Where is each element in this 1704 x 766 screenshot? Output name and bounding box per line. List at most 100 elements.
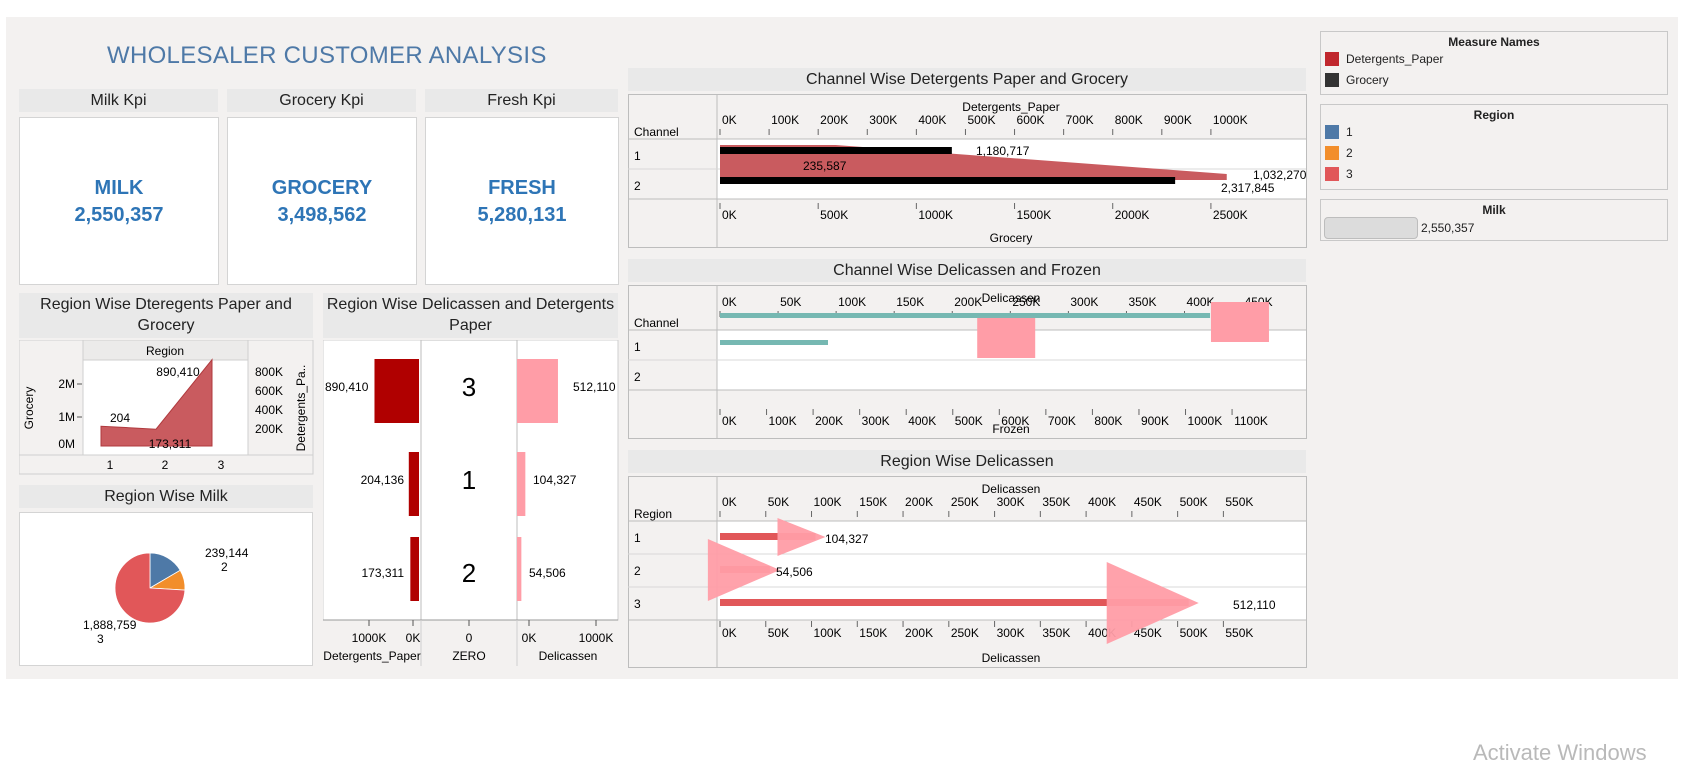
region-row-header: Region <box>634 507 672 521</box>
region-dp-grocery-areas <box>100 358 213 447</box>
row-region-3: 3 <box>462 372 476 402</box>
region-row-3: 3 <box>634 597 641 611</box>
y2-tick-200k: 200K <box>255 422 283 436</box>
rd-axis-ticks: 0K 50K 100K 150K 200K 250K 300K 350K 400K 450K 500… <box>719 495 1253 640</box>
cdf-bottom-axis-label: Frozen <box>992 422 1029 436</box>
detergents-axis-label: Detergents_Pa.. <box>294 365 308 452</box>
cdg-axis-ticks: 0K 100K 200K 300K 400K 500K 600K 700K 800K 900K 10… <box>719 113 1248 222</box>
rd-top-axis-label: Delicassen <box>982 482 1041 496</box>
grocery-kpi-card[interactable]: GROCERY 3,498,562 <box>227 117 417 285</box>
channel-dp-grocery-header: Channel Wise Detergents Paper and Grocer… <box>628 68 1306 91</box>
legend-label-region-2: 2 <box>1346 146 1353 160</box>
dp-label-region2: 173,311 <box>149 437 192 451</box>
region-dp-grocery-chart[interactable]: Region Grocery Detergents_Pa.. 2M 1M 0M … <box>19 340 314 475</box>
cdg-bottom-tick-label: 500K <box>820 208 848 222</box>
dashboard-title: WHOLESALER CUSTOMER ANALYSIS <box>107 42 547 69</box>
milk-size-swatch <box>1324 217 1418 239</box>
rd-bars <box>707 518 1199 644</box>
row-region-2: 2 <box>462 558 476 588</box>
rd-bottom-tick-label: 150K <box>859 626 887 640</box>
rd-top-tick-label: 350K <box>1042 495 1070 509</box>
rd-bottom-tick-label: 350K <box>1042 626 1070 640</box>
grocery-kpi-name: GROCERY <box>271 177 373 199</box>
dp-label-region1: 204 <box>110 411 130 425</box>
pie-slices <box>114 552 186 624</box>
dp-bar-region-1 <box>408 452 419 516</box>
legend-label-region-3: 3 <box>1346 167 1353 181</box>
cdg-bottom-tick-label: 2500K <box>1213 208 1248 222</box>
cdg-top-tick-label: 800K <box>1115 113 1143 127</box>
legend-item-detergents-paper[interactable]: Detergents_Paper <box>1325 52 1443 66</box>
legend-item-region-3[interactable]: 3 <box>1325 167 1353 181</box>
region-2-swatch <box>1325 146 1339 160</box>
deli-bar-overlay-channel-2 <box>720 340 828 345</box>
milk-size-legend[interactable]: Milk 2,550,357 <box>1320 199 1668 241</box>
dp-bar-region-3 <box>374 359 419 423</box>
region-deli-chart[interactable]: Region 1 2 3 Delicassen Delicassen 0K 50K… <box>628 476 1308 669</box>
deli-marker-region-3 <box>1106 562 1199 644</box>
rd-bottom-tick-label: 200K <box>905 626 933 640</box>
cdg-bottom-tick-label: 2000K <box>1115 208 1150 222</box>
deli-label-region3: 512,110 <box>1233 598 1276 612</box>
x-tick-region-2: 2 <box>162 458 169 472</box>
region-legend[interactable]: Region 1 2 3 <box>1320 104 1668 190</box>
y2-tick-800k: 800K <box>255 365 283 379</box>
cdg-top-tick-label: 700K <box>1066 113 1094 127</box>
deli-value-region1: 104,327 <box>533 473 577 487</box>
legend-item-grocery[interactable]: Grocery <box>1325 73 1389 87</box>
rd-top-tick-label: 50K <box>768 495 789 509</box>
cdg-top-tick-label: 900K <box>1164 113 1192 127</box>
legend-label-region-1: 1 <box>1346 125 1353 139</box>
cdf-bottom-tick-label: 500K <box>955 414 983 428</box>
cdf-bottom-tick-label: 600K <box>1001 414 1029 428</box>
channel-row-2: 2 <box>634 370 641 384</box>
measure-names-legend[interactable]: Measure Names Detergents_Paper Grocery <box>1320 31 1668 95</box>
zero-axis-tick: 0 <box>466 631 473 645</box>
deli-bar-region-1 <box>517 452 526 516</box>
region-milk-header: Region Wise Milk <box>19 485 313 508</box>
region-row-2: 2 <box>634 564 641 578</box>
grocery-kpi-value: 3,498,562 <box>277 204 367 226</box>
cdg-top-tick-label: 600K <box>1017 113 1045 127</box>
cdg-top-tick-label: 400K <box>918 113 946 127</box>
legend-item-region-1[interactable]: 1 <box>1325 125 1353 139</box>
channel-row-2: 2 <box>634 179 641 193</box>
dp-label-region3: 890,410 <box>156 365 200 379</box>
row-region-1: 1 <box>462 465 476 495</box>
cdg-top-tick-label: 0K <box>722 113 737 127</box>
cdg-bottom-axis-label: Grocery <box>990 231 1033 245</box>
milk-kpi-card[interactable]: MILK 2,550,357 <box>19 117 219 285</box>
deli-bar-overlay-channel-1 <box>720 313 1211 318</box>
y2-tick-600k: 600K <box>255 384 283 398</box>
cdg-bottom-tick-label: 1500K <box>1017 208 1052 222</box>
cdf-top-axis-label: Delicassen <box>982 291 1041 305</box>
deli-marker-region-2 <box>707 539 780 601</box>
rd-top-tick-label: 450K <box>1134 495 1162 509</box>
x-tick-region-1: 1 <box>107 458 114 472</box>
rd-top-tick-label: 400K <box>1088 495 1116 509</box>
region-milk-pie-chart[interactable]: 239,144 2 1,888,759 3 <box>19 512 314 667</box>
fresh-kpi-card[interactable]: FRESH 5,280,131 <box>425 117 619 285</box>
cdg-bottom-tick-label: 0K <box>722 208 737 222</box>
rd-bottom-tick-label: 250K <box>951 626 979 640</box>
grocery-swatch <box>1325 73 1339 87</box>
cdf-top-tick-label: 200K <box>954 295 982 309</box>
region-deli-dp-header: Region Wise Delicassen and Detergents Pa… <box>323 293 618 338</box>
cdf-top-tick-label: 0K <box>722 295 737 309</box>
dp-axis-label: Detergents_Paper <box>323 649 420 663</box>
rd-top-tick-label: 550K <box>1225 495 1253 509</box>
channel-deli-frozen-chart[interactable]: Channel 1 2 Delicassen Frozen 0K 50K 100K 1… <box>628 285 1308 440</box>
deli-value-region3: 512,110 <box>573 380 616 394</box>
channel-dp-grocery-chart[interactable]: Channel 1 2 Detergents_Paper Grocery 0K 1… <box>628 94 1308 249</box>
cdf-bottom-tick-label: 0K <box>722 414 737 428</box>
cdg-top-tick-label: 100K <box>771 113 799 127</box>
cdf-top-tick-label: 100K <box>838 295 866 309</box>
cdf-top-tick-label: 50K <box>780 295 801 309</box>
legend-item-region-2[interactable]: 2 <box>1325 146 1353 160</box>
fresh-kpi-name: FRESH <box>488 177 556 199</box>
cdf-bottom-tick-label: 800K <box>1094 414 1122 428</box>
pie-slice-region-3 <box>114 552 186 624</box>
region-deli-dp-chart[interactable]: 3 1 2 890,410 204,136 173,311 512,110 10… <box>323 340 619 667</box>
deli-label-region2: 54,506 <box>776 565 813 579</box>
cdg-top-tick-label: 300K <box>869 113 897 127</box>
